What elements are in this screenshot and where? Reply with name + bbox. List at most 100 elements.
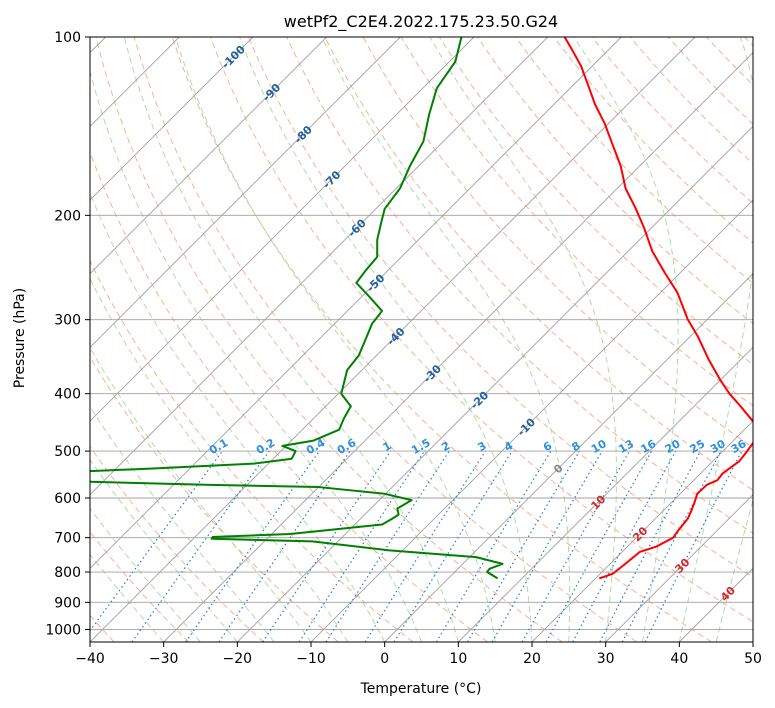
isotherm-label: -90 — [260, 81, 283, 104]
mixing-ratio-line — [185, 450, 320, 642]
isotherm-line — [752, 641, 753, 642]
dry-adiabat — [90, 259, 414, 642]
dry-adiabat — [90, 531, 190, 642]
mixing-ratio-label: 2 — [439, 439, 452, 454]
moist-adiabat — [90, 458, 238, 642]
dry-adiabat — [95, 37, 563, 642]
isotherm-label: -20 — [468, 389, 491, 412]
mixing-ratio-line — [298, 450, 425, 642]
y-tick-label: 700 — [54, 531, 81, 547]
dry-adiabat — [591, 37, 753, 204]
dry-adiabat — [667, 37, 753, 125]
moist-adiabat — [175, 37, 496, 642]
mixing-ratio-line — [644, 450, 743, 642]
mixing-ratio-line — [393, 450, 513, 642]
dry-adiabat — [90, 356, 339, 642]
dry-adiabat — [90, 445, 264, 642]
mixing-ratio-label: 16 — [638, 437, 658, 456]
x-tick-label: −20 — [223, 651, 253, 667]
dry-adiabat — [515, 37, 753, 284]
isotherm-line — [90, 37, 622, 569]
isotherm-line — [90, 37, 475, 422]
mixing-ratio-label: 0.6 — [335, 436, 359, 457]
moist-adiabat — [715, 498, 753, 642]
dry-adiabat — [248, 37, 753, 578]
mixing-ratio-label: 10 — [589, 437, 609, 456]
dry-adiabat — [90, 150, 488, 642]
mixing-ratio-label: 0.1 — [207, 436, 230, 457]
isotherm-label: -60 — [346, 216, 369, 239]
y-tick-label: 600 — [54, 491, 81, 507]
dry-adiabat — [553, 37, 753, 244]
mixing-ratio-label: 6 — [541, 439, 554, 454]
y-tick-label: 900 — [54, 595, 81, 611]
moist-adiabat — [239, 37, 533, 642]
x-tick-label: 20 — [523, 651, 541, 667]
moist-adiabat — [321, 37, 571, 642]
x-tick-label: 30 — [597, 651, 615, 667]
moist-adiabat — [90, 406, 275, 642]
dry-adiabat — [477, 37, 753, 325]
isotherm-line — [605, 494, 753, 642]
mixing-ratio-line — [572, 450, 677, 642]
mixing-ratio-label: 13 — [616, 437, 636, 456]
plot-frame — [89, 36, 754, 643]
moist-adiabat — [573, 37, 679, 642]
y-tick-label: 1000 — [45, 622, 81, 638]
y-axis-label: Pressure (hPa) — [12, 288, 28, 388]
isotherm-line — [531, 420, 753, 642]
mixing-ratio-line — [521, 450, 631, 642]
dry-adiabat — [324, 37, 753, 491]
dewpoint-profile — [90, 37, 504, 580]
mixing-ratio-line — [599, 450, 702, 642]
dry-adiabat — [171, 37, 712, 642]
x-tick-label: −40 — [75, 651, 105, 667]
isotherm-line — [90, 37, 327, 275]
mixing-ratio-line — [364, 450, 486, 642]
isotherm-line — [237, 125, 753, 642]
moist-adiabat — [90, 277, 349, 642]
isotherm-label: 30 — [672, 556, 692, 576]
mixing-ratio-label: 20 — [663, 437, 683, 456]
y-tick-label: 800 — [54, 565, 81, 581]
mixing-ratio-label: 1 — [381, 439, 394, 454]
x-tick-label: 10 — [449, 651, 467, 667]
mixing-ratio-line — [325, 450, 450, 642]
mixing-ratio-line — [218, 450, 351, 642]
isotherm-line — [310, 199, 753, 642]
x-tick-label: −30 — [149, 651, 179, 667]
mixing-ratio-label: 8 — [570, 439, 583, 454]
isotherm-line — [384, 273, 753, 642]
moist-adiabat — [90, 507, 201, 642]
isotherm-line — [679, 567, 753, 642]
isotherm-label: 20 — [630, 524, 650, 544]
y-tick-label: 200 — [54, 208, 81, 224]
dry-adiabat — [706, 37, 753, 86]
x-axis-label: Temperature (°C) — [360, 681, 482, 697]
mixing-ratio-line — [435, 450, 552, 642]
x-tick-label: 0 — [380, 651, 389, 667]
mixing-ratio-line — [90, 450, 223, 632]
mixing-ratio-line — [466, 450, 580, 642]
isotherm-label: 10 — [588, 492, 608, 512]
isotherm-line — [90, 37, 401, 348]
mixing-ratio-label: 30 — [708, 437, 728, 456]
x-tick-label: 40 — [670, 651, 688, 667]
isotherm-line — [90, 37, 548, 496]
y-tick-label: 300 — [54, 313, 81, 329]
mixing-ratio-label: 0.2 — [254, 436, 277, 457]
moist-adiabat — [429, 37, 617, 642]
moist-adiabat — [678, 37, 753, 642]
dry-adiabat — [286, 37, 753, 534]
mixing-ratio-line — [262, 450, 392, 642]
mixing-ratio-line — [131, 450, 270, 642]
isotherm-line — [163, 52, 753, 642]
dry-adiabat — [744, 37, 753, 47]
isotherm-label: -50 — [364, 271, 387, 294]
dry-adiabat — [133, 37, 638, 642]
isotherm-label: 0 — [551, 461, 566, 476]
isotherm-label: 40 — [718, 584, 738, 604]
y-tick-label: 500 — [54, 444, 81, 460]
x-tick-label: −10 — [296, 651, 326, 667]
